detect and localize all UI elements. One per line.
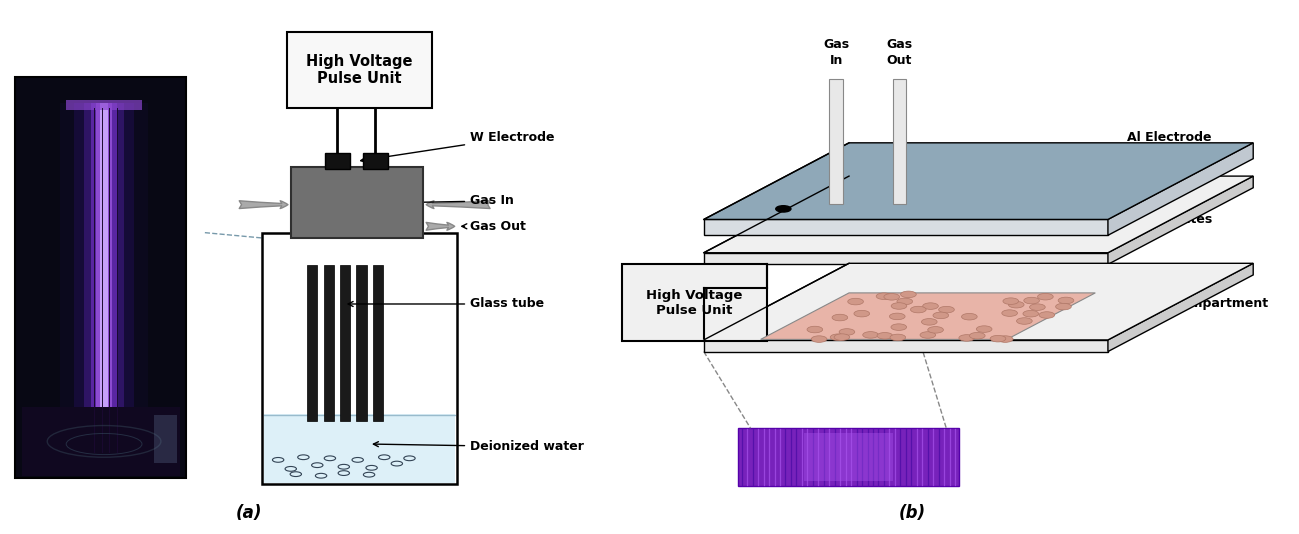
Bar <box>804 434 892 481</box>
Circle shape <box>1002 310 1017 316</box>
Bar <box>264 414 455 483</box>
Circle shape <box>1008 301 1024 308</box>
Circle shape <box>961 313 977 320</box>
Circle shape <box>890 313 905 320</box>
Text: Glass tube: Glass tube <box>348 297 544 310</box>
Bar <box>323 265 334 421</box>
Text: Deionized water: Deionized water <box>373 440 585 453</box>
Text: In: In <box>830 53 843 67</box>
Circle shape <box>922 303 938 309</box>
Bar <box>356 265 366 421</box>
Text: Gas Out: Gas Out <box>462 220 526 233</box>
Bar <box>287 32 433 108</box>
Circle shape <box>1030 304 1046 310</box>
Circle shape <box>891 324 907 331</box>
Circle shape <box>969 333 985 339</box>
Circle shape <box>776 206 791 212</box>
Bar <box>622 264 766 341</box>
Text: High Voltage
Pulse Unit: High Voltage Pulse Unit <box>307 54 413 87</box>
Polygon shape <box>704 143 1254 219</box>
Circle shape <box>896 298 913 305</box>
Circle shape <box>900 291 916 297</box>
Bar <box>60 103 148 462</box>
Text: (b): (b) <box>899 504 926 522</box>
Polygon shape <box>704 219 1108 235</box>
Bar <box>74 103 134 462</box>
Circle shape <box>990 335 1005 342</box>
Circle shape <box>920 332 935 338</box>
Text: Al Electrode: Al Electrode <box>1105 131 1212 164</box>
Polygon shape <box>1108 263 1254 351</box>
Circle shape <box>933 312 948 319</box>
Text: W Electrode: W Electrode <box>361 131 555 162</box>
Circle shape <box>1039 312 1055 318</box>
Circle shape <box>877 333 892 339</box>
Bar <box>96 103 112 462</box>
Bar <box>307 265 317 421</box>
Circle shape <box>876 293 892 300</box>
Circle shape <box>1038 293 1053 300</box>
Text: Out: Out <box>887 53 912 67</box>
Bar <box>155 415 177 462</box>
Circle shape <box>998 336 1013 342</box>
Bar <box>291 167 423 238</box>
Bar <box>362 153 388 169</box>
Bar <box>22 407 179 476</box>
Circle shape <box>959 335 974 341</box>
Bar <box>91 103 117 462</box>
Text: Gas: Gas <box>886 38 913 51</box>
Circle shape <box>834 334 850 340</box>
Polygon shape <box>704 340 1108 351</box>
Bar <box>325 153 351 169</box>
Circle shape <box>1056 303 1072 310</box>
Circle shape <box>812 336 827 342</box>
Circle shape <box>839 329 855 335</box>
Circle shape <box>911 307 926 313</box>
Text: Seeds compartment: Seeds compartment <box>1068 297 1268 327</box>
Bar <box>66 100 142 109</box>
Circle shape <box>830 334 846 341</box>
Bar <box>84 103 125 462</box>
Circle shape <box>1022 310 1039 317</box>
Circle shape <box>863 332 878 338</box>
Circle shape <box>848 299 864 305</box>
Circle shape <box>1003 298 1018 304</box>
Circle shape <box>939 307 955 313</box>
Bar <box>738 428 959 486</box>
Text: Glass plates: Glass plates <box>1105 213 1212 245</box>
Circle shape <box>890 334 905 341</box>
Text: High Voltage
Pulse Unit: High Voltage Pulse Unit <box>646 289 743 317</box>
Bar <box>892 80 907 203</box>
Circle shape <box>927 327 943 333</box>
Text: Gas: Gas <box>824 38 850 51</box>
Polygon shape <box>704 263 1254 340</box>
Polygon shape <box>1108 143 1254 235</box>
Bar <box>100 103 108 462</box>
Circle shape <box>977 326 992 332</box>
Polygon shape <box>1108 176 1254 264</box>
Bar <box>16 77 186 478</box>
Bar <box>830 80 843 203</box>
Bar <box>373 265 383 421</box>
Bar <box>340 265 351 421</box>
Circle shape <box>1017 318 1033 324</box>
Circle shape <box>807 326 822 333</box>
Polygon shape <box>704 253 1108 264</box>
Circle shape <box>853 310 869 317</box>
Bar <box>261 233 457 484</box>
Circle shape <box>1059 297 1074 304</box>
Circle shape <box>891 303 907 309</box>
Text: Gas In: Gas In <box>295 194 514 207</box>
Circle shape <box>833 315 848 321</box>
Circle shape <box>883 294 900 300</box>
Text: (a): (a) <box>236 504 262 522</box>
Polygon shape <box>704 176 1254 253</box>
Circle shape <box>1024 297 1039 304</box>
Circle shape <box>921 319 937 325</box>
Polygon shape <box>761 293 1095 340</box>
